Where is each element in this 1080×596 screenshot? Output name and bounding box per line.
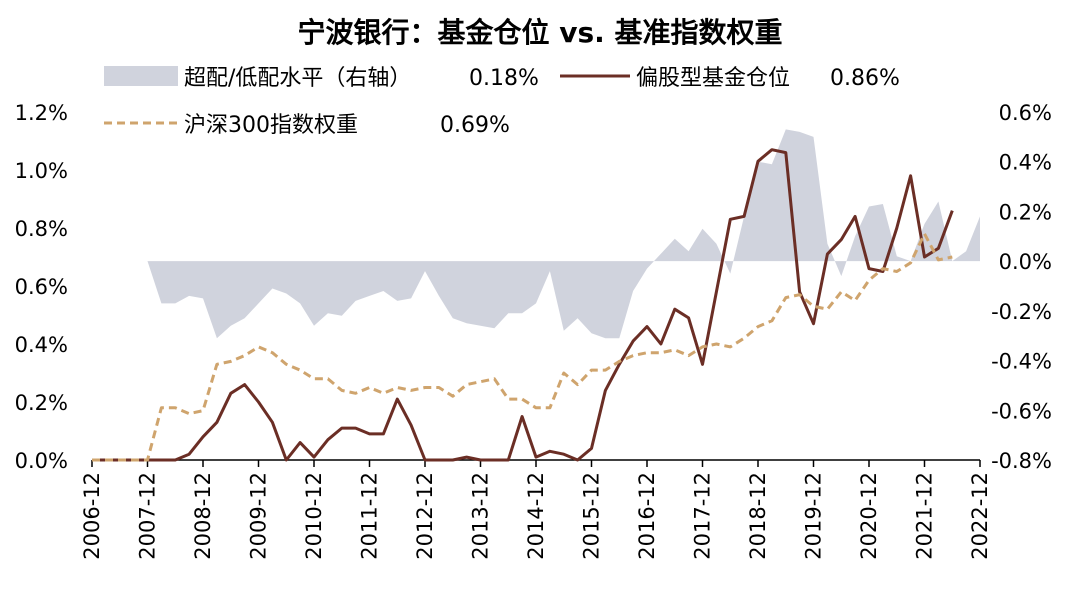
right-axis-tick-label: -0.2% xyxy=(991,300,1052,324)
right-axis-tick-label: 0.6% xyxy=(999,101,1052,125)
x-tick-label: 2020-12 xyxy=(857,472,881,560)
overweight-area xyxy=(147,129,980,339)
right-axis-tick-label: 0.0% xyxy=(999,250,1052,274)
legend-label-fund: 偏股型基金仓位 xyxy=(636,66,790,91)
x-tick-label: 2021-12 xyxy=(913,472,937,560)
right-axis-tick-label: 0.2% xyxy=(999,200,1052,224)
x-tick-label: 2011-12 xyxy=(358,472,382,560)
legend-value-fund: 0.86% xyxy=(830,66,900,91)
x-tick-label: 2015-12 xyxy=(580,472,604,560)
legend-label-index: 沪深300指数权重 xyxy=(184,113,358,138)
x-tick-label: 2019-12 xyxy=(802,472,826,560)
left-axis-tick-label: 0.4% xyxy=(15,333,68,357)
x-tick-label: 2018-12 xyxy=(746,472,770,560)
x-tick-label: 2022-12 xyxy=(968,472,992,560)
x-tick-label: 2017-12 xyxy=(691,472,715,560)
right-axis-tick-label: -0.4% xyxy=(991,350,1052,374)
right-axis-tick-label: 0.4% xyxy=(999,151,1052,175)
chart-title: 宁波银行：基金仓位 vs. 基准指数权重 xyxy=(297,16,782,49)
x-tick-label: 2007-12 xyxy=(136,472,160,560)
legend-label-area: 超配/低配水平（右轴） xyxy=(184,66,411,91)
axes-layer: 2006-12 2007-12 2008-12 2009-12 2010-12 2011-… xyxy=(15,101,1052,560)
left-axis-tick-label: 1.0% xyxy=(15,159,68,183)
overweight-area-layer xyxy=(147,129,980,339)
legend-value-index: 0.69% xyxy=(440,113,510,138)
index-weight-line xyxy=(92,232,953,462)
left-axis-tick-label: 0.6% xyxy=(15,275,68,299)
x-tick-label: 2010-12 xyxy=(302,472,326,560)
lines-layer xyxy=(92,148,954,462)
legend-swatch-area xyxy=(104,66,178,86)
x-tick-label: 2006-12 xyxy=(80,472,104,560)
x-tick-label: 2016-12 xyxy=(635,472,659,560)
legend: 超配/低配水平（右轴） 0.18% 偏股型基金仓位 0.86% 沪深300指数权… xyxy=(104,66,900,138)
x-tick-label: 2013-12 xyxy=(469,472,493,560)
left-axis-tick-label: 0.0% xyxy=(15,449,68,473)
right-axis-tick-label: -0.6% xyxy=(991,399,1052,423)
fund-position-line xyxy=(92,148,954,462)
x-tick-label: 2012-12 xyxy=(413,472,437,560)
x-tick-label: 2009-12 xyxy=(247,472,271,560)
left-axis-tick-label: 1.2% xyxy=(15,101,68,125)
left-axis-tick-label: 0.2% xyxy=(15,391,68,415)
right-axis-tick-label: -0.8% xyxy=(991,449,1052,473)
legend-value-area: 0.18% xyxy=(469,66,539,91)
x-tick-label: 2014-12 xyxy=(524,472,548,560)
left-axis-tick-label: 0.8% xyxy=(15,217,68,241)
x-tick-label: 2008-12 xyxy=(191,472,215,560)
